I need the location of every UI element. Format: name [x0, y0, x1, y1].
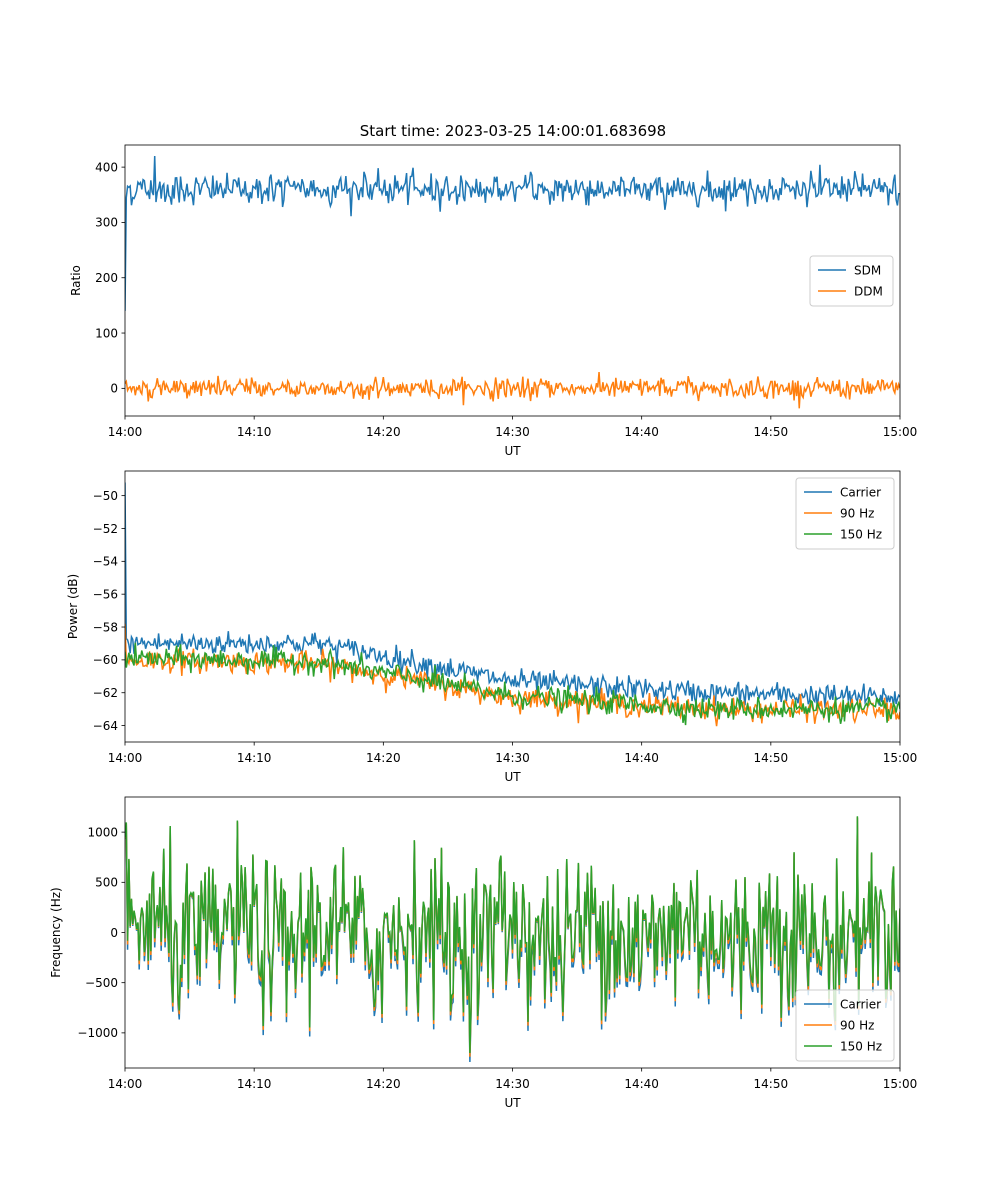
- series-line-90-hz: [125, 623, 900, 727]
- y-axis-label: Frequency (Hz): [49, 887, 63, 978]
- x-tick-label: 14:40: [624, 1077, 659, 1091]
- x-axis-label: UT: [504, 770, 521, 784]
- x-tick-label: 14:20: [366, 751, 401, 765]
- y-tick-label: 500: [95, 876, 118, 890]
- series-line-150-hz: [125, 642, 900, 726]
- y-tick-label: −56: [93, 587, 118, 601]
- y-tick-label: −54: [93, 555, 118, 569]
- legend-box: [795, 989, 895, 1062]
- legend-label: 150 Hz: [840, 528, 882, 542]
- x-tick-label: 14:40: [624, 425, 659, 439]
- power-panel: 14:00 14:10 14:20 14:30 14:40 14:50 15:00 −64 −6…: [66, 470, 918, 784]
- x-axis-label: UT: [504, 444, 521, 458]
- x-tick-label: 15:00: [883, 425, 918, 439]
- y-tick-label: 400: [95, 160, 118, 174]
- y-tick-label: −58: [93, 620, 118, 634]
- y-tick-label: −64: [93, 719, 118, 733]
- y-tick-label: 100: [95, 326, 118, 340]
- y-tick-label: 0: [110, 926, 118, 940]
- legend-label: Carrier: [840, 486, 881, 500]
- legend-label: 90 Hz: [840, 507, 874, 521]
- series-line-sdm: [125, 156, 900, 311]
- y-tick-label: −62: [93, 686, 118, 700]
- series-line-ddm: [125, 371, 900, 409]
- series-line-carrier: [125, 482, 900, 709]
- legend: SDM DDM: [809, 255, 894, 307]
- x-tick-label: 14:40: [624, 751, 659, 765]
- x-tick-label: 14:30: [495, 1077, 530, 1091]
- series-line-150-hz: [125, 816, 900, 1053]
- y-tick-label: −500: [85, 976, 118, 990]
- y-tick-label: −60: [93, 653, 118, 667]
- ratio-panel: 14:00 14:10 14:20 14:30 14:40 14:50 15:00 0 100 2…: [69, 144, 918, 458]
- frequency-panel: 14:00 14:10 14:20 14:30 14:40 14:50 15:00 −1000…: [49, 796, 918, 1110]
- y-tick-label: 1000: [87, 825, 118, 839]
- legend-label: SDM: [854, 264, 881, 278]
- x-tick-label: 14:30: [495, 425, 530, 439]
- legend: Carrier 90 Hz 150 Hz: [795, 477, 895, 550]
- y-tick-label: −50: [93, 489, 118, 503]
- y-tick-label: −1000: [77, 1026, 118, 1040]
- series-line-90-hz: [125, 816, 900, 1057]
- x-tick-label: 14:00: [108, 425, 143, 439]
- x-tick-label: 14:20: [366, 1077, 401, 1091]
- x-tick-label: 14:00: [108, 751, 143, 765]
- y-tick-label: 0: [110, 382, 118, 396]
- x-tick-label: 14:10: [237, 1077, 272, 1091]
- legend-box: [809, 255, 894, 307]
- x-tick-label: 14:10: [237, 751, 272, 765]
- chart-title: Start time: 2023-03-25 14:00:01.683698: [360, 122, 666, 140]
- x-tick-label: 14:10: [237, 425, 272, 439]
- legend-label: DDM: [854, 285, 883, 299]
- x-tick-label: 14:50: [754, 425, 789, 439]
- x-tick-label: 15:00: [883, 751, 918, 765]
- x-tick-label: 15:00: [883, 1077, 918, 1091]
- x-tick-label: 14:50: [754, 751, 789, 765]
- y-axis-label: Ratio: [69, 265, 83, 296]
- x-axis-label: UT: [504, 1096, 521, 1110]
- legend-label: 150 Hz: [840, 1040, 882, 1054]
- legend-label: Carrier: [840, 998, 881, 1012]
- legend: Carrier 90 Hz 150 Hz: [795, 989, 895, 1062]
- x-tick-label: 14:00: [108, 1077, 143, 1091]
- x-tick-label: 14:50: [754, 1077, 789, 1091]
- y-axis-label: Power (dB): [66, 574, 80, 639]
- y-tick-label: −52: [93, 522, 118, 536]
- legend-label: 90 Hz: [840, 1019, 874, 1033]
- x-tick-label: 14:20: [366, 425, 401, 439]
- series-line-carrier: [125, 818, 900, 1062]
- y-tick-label: 300: [95, 216, 118, 230]
- x-tick-label: 14:30: [495, 751, 530, 765]
- y-tick-label: 200: [95, 271, 118, 285]
- legend-box: [795, 477, 895, 550]
